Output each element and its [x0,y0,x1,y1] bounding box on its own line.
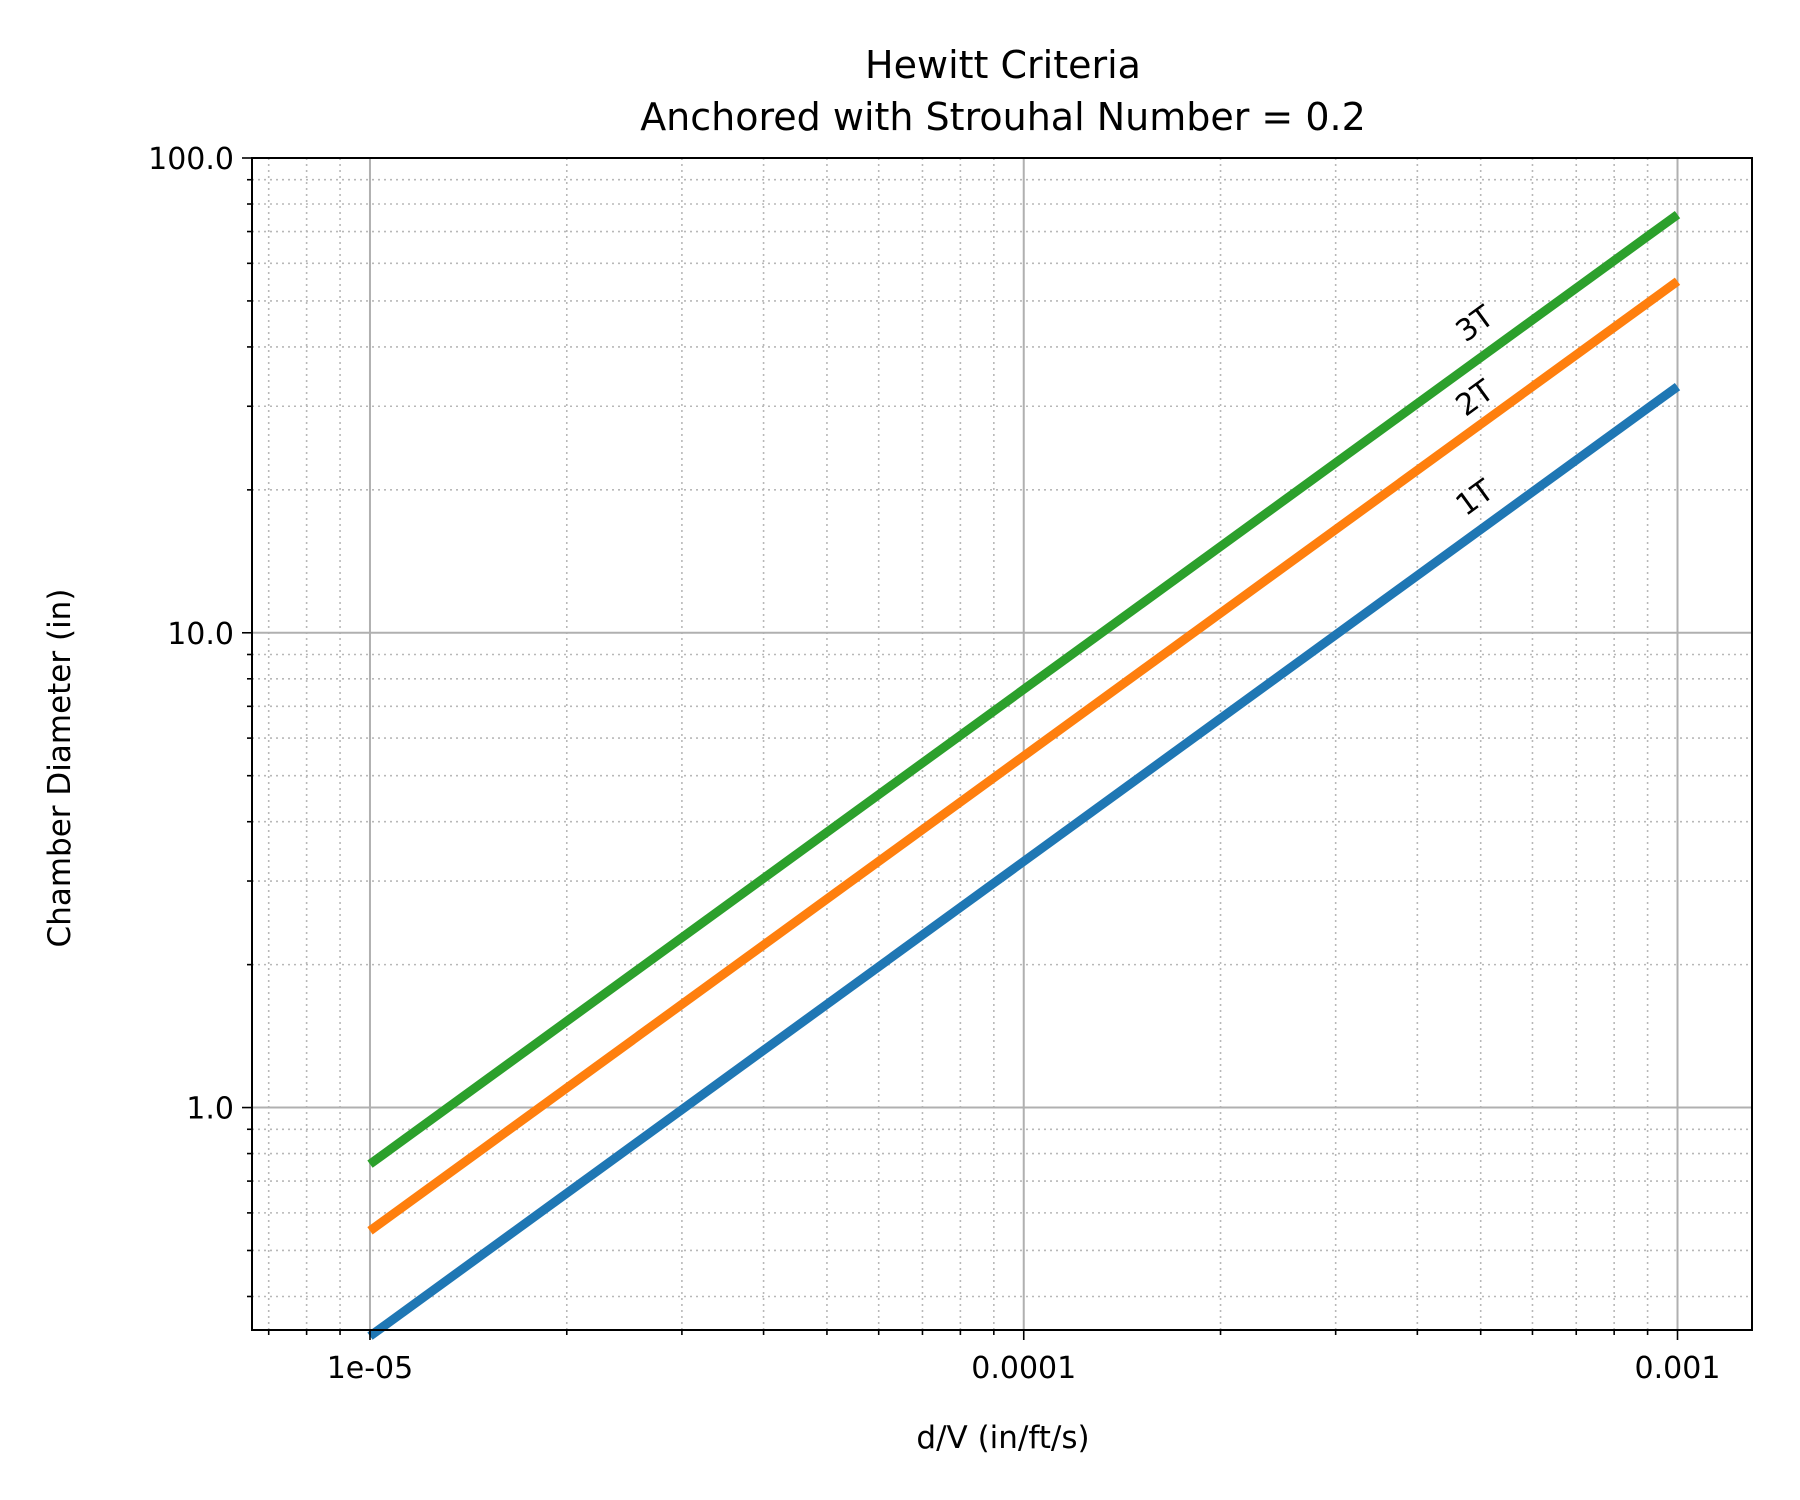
x-tick-label: 1e-05 [327,1351,414,1386]
x-tick-label: 0.0001 [971,1351,1076,1386]
chart-subtitle: Anchored with Strouhal Number = 0.2 [640,95,1366,139]
series-line-3T [367,210,1681,1168]
y-tick-label: 1.0 [186,1092,234,1127]
chart-title: Hewitt Criteria [865,43,1141,87]
y-tick-label: 10.0 [167,617,234,652]
series-line-2T [367,277,1681,1235]
x-axis-label: d/V (in/ft/s) [916,1420,1089,1456]
axis-ticks: 1e-05 0.0001 0.001 1.0 10.0 100.0 [148,142,1720,1386]
series-label-3T: 3T [1450,299,1501,350]
y-axis-label: Chamber Diameter (in) [42,589,78,948]
x-tick-label: 0.001 [1635,1351,1721,1386]
y-tick-label: 100.0 [148,142,234,177]
plot-frame [251,157,1753,1331]
series-line-1T [367,382,1681,1340]
series-lines [367,210,1681,1340]
